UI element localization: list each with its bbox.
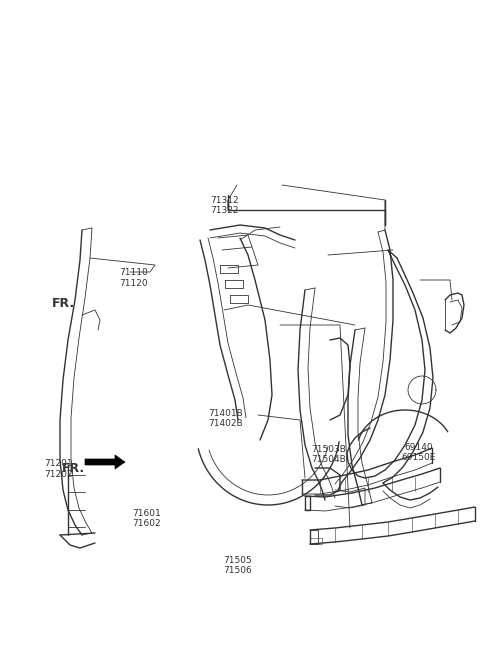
Text: 71401B
71402B: 71401B 71402B xyxy=(208,409,243,428)
Text: 71505
71506: 71505 71506 xyxy=(223,556,252,575)
Text: FR.: FR. xyxy=(62,462,85,474)
Text: 71601
71602: 71601 71602 xyxy=(132,508,161,528)
Text: 69140
69150E: 69140 69150E xyxy=(401,443,436,462)
Text: FR.: FR. xyxy=(52,297,75,310)
Polygon shape xyxy=(85,455,125,469)
Text: 71110
71120: 71110 71120 xyxy=(119,268,148,288)
Text: 71503B
71504B: 71503B 71504B xyxy=(312,445,346,464)
Text: 71201
71202: 71201 71202 xyxy=(45,459,73,479)
Text: 71312
71322: 71312 71322 xyxy=(210,195,239,215)
